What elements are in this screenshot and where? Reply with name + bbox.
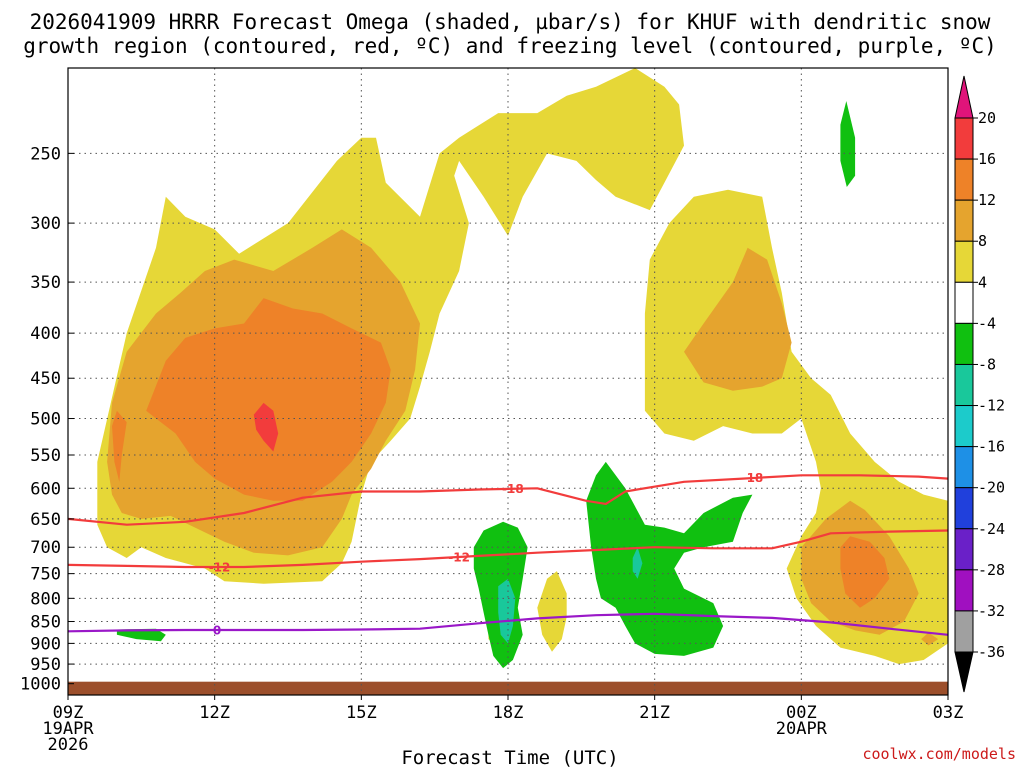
omega-region--8-16 [498,578,516,644]
colorbar-bin [954,405,974,448]
colorbar-label: 12 [978,191,996,209]
colorbar-label: -20 [978,479,1005,497]
colorbar-bin [954,322,974,365]
y-tick-label: 650 [30,510,61,530]
colorbar-label: -8 [978,355,996,373]
x-tick-label: 21Z [639,703,670,723]
omega-region-12-8 [146,298,391,501]
colorbar: 20 16 12 8 4 -4 -8 -12 -16 -20 -24 -28 -32 -36 [954,75,1005,693]
y-tick-label: 700 [30,538,61,558]
y-tick-label: 500 [30,410,61,430]
y-tick-label: 400 [30,324,61,344]
colorbar-label: 20 [978,109,996,127]
contour-labels: -18 -18 -12 -12 0 [209,471,764,638]
x-tick-label: 09Z [53,703,84,723]
omega-region--4-15 [840,101,856,187]
freezing-level-contour [67,612,949,636]
omega-shading [97,68,948,669]
colorbar-bin [954,487,974,530]
chart-title-line1: 2026041909 HRRR Forecast Omega (shaded, … [30,10,991,34]
colorbar-label: 16 [978,150,996,168]
y-tick-label: 300 [30,214,61,234]
contour-label: -12 [209,560,231,574]
colorbar-label: -28 [978,561,1005,579]
y-axis: 2503003504004505005506006507007508008509… [20,144,74,695]
colorbar-bin [954,363,974,407]
colorbar-bin [954,240,974,283]
omega-region-12-10 [840,536,890,608]
y-tick-label: 1000 [20,675,61,695]
omega-region-12-9 [112,410,127,482]
omega-region-8-7 [921,632,939,646]
y-tick-label: 450 [30,369,61,389]
y-tick-label: 350 [30,273,61,293]
contour-label: 0 [213,623,221,637]
colorbar-bin [954,117,974,160]
y-tick-label: 850 [30,613,61,633]
y-tick-label: 600 [30,479,61,499]
colorbar-bin [954,446,974,489]
omega-region--8-17 [632,547,643,579]
dgz-contour-minus18 [67,474,949,526]
contour-label: -18 [742,471,764,485]
y-tick-label: 750 [30,565,61,585]
gridlines [68,68,948,695]
y-tick-label: 900 [30,634,61,654]
colorbar-label: -4 [978,314,996,332]
colorbar-label: -24 [978,520,1005,538]
y-tick-label: 250 [30,144,61,164]
colorbar-bottom-arrow [954,651,974,693]
colorbar-label: -36 [978,643,1005,661]
y-tick-label: 800 [30,589,61,609]
x-axis-label: Forecast Time (UTC) [401,747,618,768]
colorbar-bin [954,610,974,653]
dgz-contour-minus12 [67,529,949,569]
colorbar-label: -32 [978,602,1005,620]
x-tick-label: 15Z [346,703,377,723]
colorbar-bin [954,199,974,242]
x-tick-label: 2026 [48,735,89,755]
omega-region-8-5 [684,247,792,391]
omega-region--4-14 [116,628,166,642]
y-tick-label: 950 [30,655,61,675]
chart-title-line2: growth region (contoured, red, ºC) and f… [23,34,997,58]
credit-link[interactable]: coolwx.com/models [862,745,1016,763]
x-tick-label: 00Z [786,703,817,723]
colorbar-top-arrow [954,75,974,119]
colorbar-bin [954,528,974,571]
y-tick-label: 550 [30,446,61,466]
colorbar-label: -12 [978,397,1005,415]
contour-label: -12 [448,550,470,564]
omega-region--4-13 [586,461,753,656]
plot-area: -18 -18 -12 -12 0 [67,67,949,696]
contour-label: -18 [502,482,524,496]
colorbar-bin [954,158,974,201]
omega-region-16-11 [253,402,279,452]
x-tick-label: 19APR [42,719,94,739]
contour-lines [67,474,949,636]
colorbar-bin [954,569,974,612]
x-tick-label: 20APR [776,719,828,739]
ground-surface [68,681,948,695]
colorbar-label: 8 [978,232,987,250]
colorbar-bin [954,281,974,324]
x-tick-label: 18Z [493,703,524,723]
colorbar-label: -16 [978,438,1005,456]
x-tick-label: 03Z [933,703,964,723]
colorbar-label: 4 [978,273,987,291]
omega-region-4-3 [537,571,567,652]
x-tick-label: 12Z [199,703,230,723]
